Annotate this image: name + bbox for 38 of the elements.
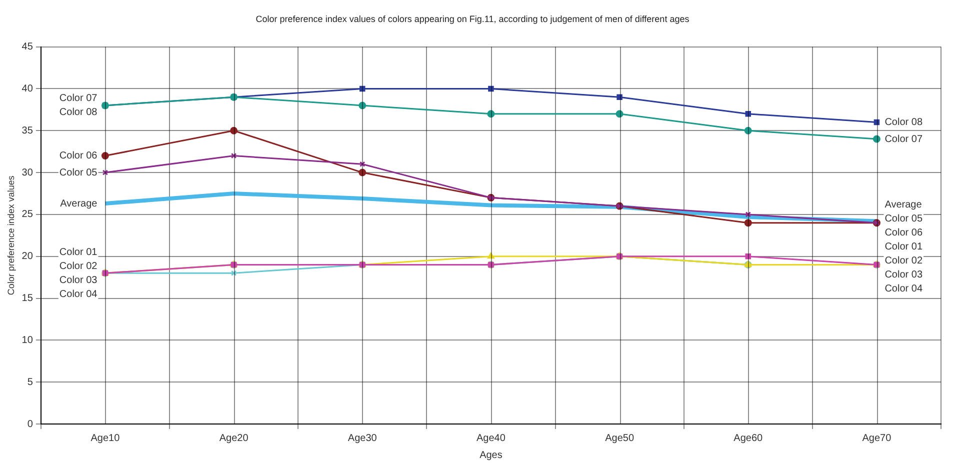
x-tick-label: Age60: [734, 432, 764, 444]
series-label: Average: [60, 198, 98, 210]
text: Color 01: [59, 246, 98, 258]
y-tick-label: 30: [22, 167, 34, 178]
x-tick-label: Age40: [476, 432, 506, 444]
y-tick-label: 40: [22, 83, 34, 94]
series-label: Color 03: [59, 274, 98, 286]
series-label: Color 05: [884, 213, 923, 224]
series-label: Color 06: [59, 150, 98, 162]
text: Color 05: [59, 167, 98, 178]
x-tick-label: Age10: [90, 432, 120, 444]
series-label: Color 02: [884, 255, 923, 266]
y-tick-label: 0: [27, 418, 34, 430]
chart-title: Color preference index values of colors appearing on Fig.11, according to judgement of men of different ages: [256, 14, 690, 24]
series-label: Color 08: [59, 107, 98, 118]
text: Color 07: [59, 93, 98, 104]
y-tick-label: 15: [22, 293, 34, 304]
y-tick-label: 20: [22, 251, 34, 262]
text: Color 06: [884, 227, 923, 238]
text: Color 04: [884, 283, 923, 294]
y-tick-label: 5: [27, 376, 34, 388]
text: Color 03: [884, 269, 923, 280]
y-tick-label: 35: [22, 125, 34, 136]
x-axis-title: Ages: [480, 450, 502, 461]
text: Color 08: [884, 116, 923, 128]
series-label: Color 07: [884, 134, 923, 145]
y-tick-label: 10: [22, 334, 34, 346]
series-label: Color 04: [59, 288, 98, 300]
x-tick-label: Age30: [348, 432, 378, 444]
y-tick-label: 25: [22, 209, 34, 220]
text: Color 02: [59, 260, 98, 272]
text: Average: [884, 199, 922, 210]
y-tick-label: 45: [22, 42, 34, 53]
y-axis-title: Color preference index values: [6, 175, 16, 296]
x-tick-label: Age70: [862, 432, 892, 444]
x-tick-label: Age20: [219, 432, 249, 444]
series-label: Color 01: [884, 241, 923, 252]
x-tick-label: Age50: [605, 432, 634, 444]
